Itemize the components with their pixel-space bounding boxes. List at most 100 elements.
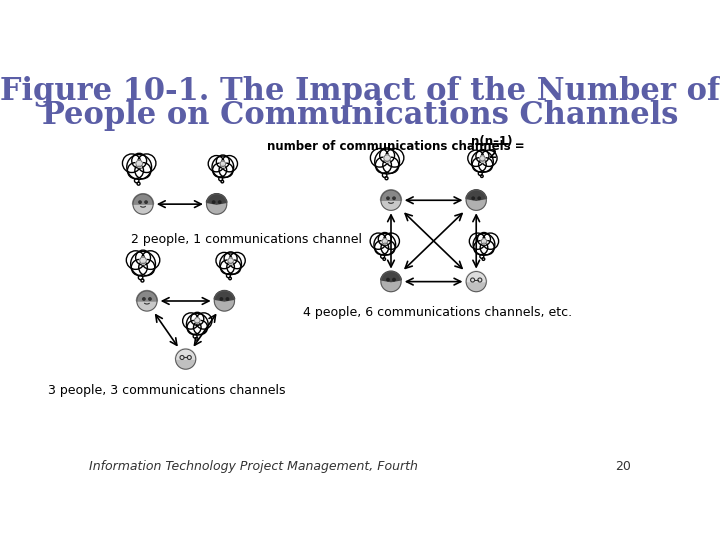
Circle shape (135, 178, 139, 183)
Circle shape (187, 320, 201, 335)
Circle shape (216, 155, 230, 168)
Wedge shape (132, 194, 153, 204)
Circle shape (227, 274, 230, 278)
Circle shape (186, 313, 208, 335)
Circle shape (478, 172, 482, 176)
Circle shape (227, 260, 241, 274)
Circle shape (468, 150, 484, 166)
Circle shape (221, 180, 224, 183)
Circle shape (381, 272, 401, 292)
Circle shape (480, 175, 483, 178)
FancyBboxPatch shape (386, 159, 389, 162)
Circle shape (480, 241, 494, 255)
Circle shape (469, 233, 485, 249)
Circle shape (193, 334, 197, 338)
Circle shape (466, 190, 486, 211)
Circle shape (374, 241, 389, 255)
Circle shape (229, 252, 246, 269)
Circle shape (130, 252, 156, 276)
Circle shape (383, 233, 400, 249)
Circle shape (137, 182, 140, 185)
Circle shape (224, 252, 237, 265)
Circle shape (220, 260, 235, 274)
Text: Figure 10-1. The Impact of the Number of: Figure 10-1. The Impact of the Number of (0, 76, 720, 107)
Circle shape (472, 197, 474, 199)
Circle shape (374, 234, 396, 255)
Circle shape (140, 257, 146, 264)
Circle shape (219, 163, 233, 177)
Circle shape (387, 197, 390, 199)
Circle shape (219, 177, 222, 181)
Circle shape (374, 149, 400, 174)
Circle shape (145, 201, 148, 204)
Circle shape (474, 241, 487, 255)
Circle shape (127, 154, 152, 179)
Wedge shape (214, 291, 235, 301)
Circle shape (122, 154, 141, 172)
Circle shape (135, 163, 151, 179)
Circle shape (141, 279, 144, 282)
Circle shape (183, 313, 199, 329)
Circle shape (375, 157, 392, 173)
Circle shape (127, 163, 143, 179)
Text: n(n–1): n(n–1) (471, 135, 513, 148)
Circle shape (136, 160, 143, 167)
Circle shape (382, 173, 387, 178)
Circle shape (126, 251, 145, 269)
Circle shape (195, 338, 198, 340)
Circle shape (478, 197, 480, 199)
Circle shape (480, 156, 485, 161)
Wedge shape (381, 271, 401, 282)
Circle shape (381, 241, 395, 255)
Circle shape (228, 258, 233, 264)
Circle shape (139, 259, 155, 275)
Circle shape (472, 158, 486, 172)
Circle shape (216, 252, 233, 269)
Circle shape (191, 312, 204, 325)
Circle shape (381, 190, 401, 211)
Wedge shape (137, 291, 158, 301)
Circle shape (131, 259, 148, 275)
Circle shape (215, 291, 235, 311)
Circle shape (229, 277, 231, 280)
Wedge shape (175, 349, 196, 359)
Circle shape (481, 150, 497, 166)
Circle shape (220, 161, 225, 166)
Circle shape (379, 148, 395, 163)
Circle shape (393, 279, 395, 281)
Circle shape (196, 313, 212, 329)
Circle shape (385, 148, 404, 167)
Circle shape (480, 254, 484, 258)
Circle shape (207, 194, 227, 214)
Circle shape (393, 197, 395, 199)
Circle shape (208, 156, 225, 172)
Circle shape (476, 150, 489, 163)
FancyBboxPatch shape (230, 262, 232, 264)
Circle shape (137, 291, 157, 311)
Circle shape (383, 157, 399, 173)
Circle shape (135, 250, 150, 265)
Circle shape (176, 349, 196, 369)
Circle shape (477, 233, 490, 246)
Circle shape (383, 258, 385, 260)
Circle shape (194, 318, 200, 323)
Circle shape (149, 298, 151, 300)
Circle shape (466, 272, 486, 292)
Wedge shape (380, 190, 402, 200)
Circle shape (481, 239, 487, 244)
FancyBboxPatch shape (138, 165, 140, 167)
Circle shape (212, 163, 227, 177)
Wedge shape (466, 271, 487, 282)
Circle shape (143, 298, 145, 300)
Circle shape (472, 151, 493, 172)
Circle shape (132, 153, 147, 168)
Circle shape (212, 201, 215, 204)
Circle shape (220, 253, 241, 275)
Circle shape (138, 275, 143, 280)
Text: 4 people, 6 communications channels, etc.: 4 people, 6 communications channels, etc… (303, 306, 572, 319)
Circle shape (387, 279, 390, 281)
Circle shape (482, 233, 499, 249)
FancyBboxPatch shape (142, 262, 145, 264)
Text: Information Technology Project Management, Fourth: Information Technology Project Managemen… (89, 460, 418, 473)
Circle shape (226, 298, 229, 300)
